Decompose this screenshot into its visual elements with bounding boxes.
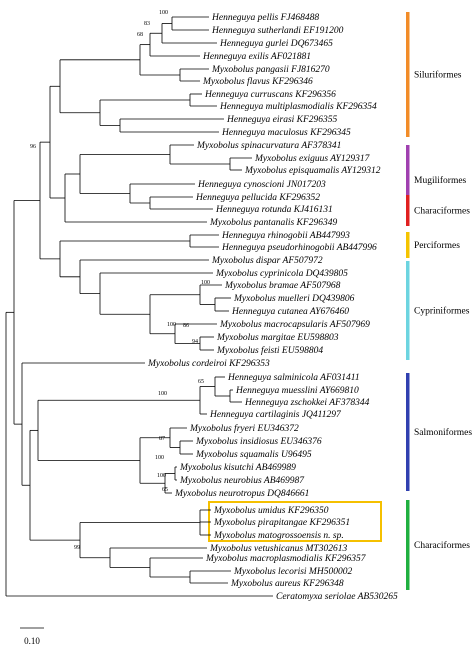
bootstrap-value: 65 (198, 379, 204, 385)
taxon-label: Myxobolus spinacurvatura AF378341 (196, 141, 341, 151)
taxon-label: Myxobolus pantanalis KF296349 (209, 218, 337, 228)
taxon-label: Henneguya exilis AF021881 (202, 52, 311, 62)
taxon-label: Henneguya gurlei DQ673465 (219, 39, 333, 49)
bootstrap-value: 100 (155, 455, 164, 461)
bootstrap-value: 100 (157, 473, 166, 479)
group-label: Perciformes (414, 240, 460, 251)
group-label: Characiformes (414, 540, 470, 551)
bootstrap-value: 65 (162, 487, 168, 493)
taxon-label: Myxobolus lecorisi MH500002 (233, 567, 352, 577)
group-bar (406, 232, 410, 258)
taxon-label: Henneguya maculosus KF296345 (221, 128, 351, 138)
taxon-label: Henneguya rotunda KJ416131 (215, 205, 333, 215)
bootstrap-value: 68 (137, 32, 143, 38)
taxon-label: Myxobolus umidus KF296350 (213, 506, 329, 516)
scale-bar-label: 0.10 (24, 636, 40, 646)
group-bar (406, 12, 410, 137)
taxon-label: Henneguya muesslini AY669810 (235, 386, 359, 396)
taxon-label: Henneguya multiplasmodialis KF296354 (219, 102, 377, 112)
group-bar (406, 500, 410, 590)
bootstrap-value: 100 (201, 280, 210, 286)
group-label: Cypriniformes (414, 306, 470, 317)
taxon-label: Henneguya pellis FJ468488 (211, 13, 319, 23)
group-bar (406, 195, 410, 226)
taxon-label: Myxobolus kisutchi AB469989 (179, 463, 296, 473)
taxon-label: Myxobolus feisti EU598804 (216, 345, 323, 356)
taxon-label: Myxobolus vetushicanus MT302613 (209, 544, 347, 554)
taxon-label: Myxobolus flavus KF296346 (202, 76, 313, 87)
bootstrap-value: 86 (183, 323, 189, 329)
taxon-label: Myxobolus neurotropus DQ846661 (174, 489, 309, 499)
bootstrap-value: 99 (74, 545, 80, 551)
taxon-label: Myxobolus matogrossoensis n. sp. (213, 531, 344, 541)
taxon-label: Myxobolus dispar AF507972 (211, 256, 323, 266)
taxon-label: Myxobolus muelleri DQ439806 (233, 294, 355, 304)
taxon-label: Myxobolus pirapitangae KF296351 (213, 518, 350, 528)
taxon-label: Henneguya rhinogobii AB447993 (221, 231, 350, 241)
group-label: Siluriformes (414, 70, 462, 81)
taxon-label: Henneguya cutanea AY676460 (231, 307, 349, 317)
bootstrap-value: 96 (30, 144, 36, 150)
bootstrap-value: 94 (192, 339, 198, 345)
taxon-label: Myxobolus cyprinicola DQ439805 (215, 269, 348, 279)
taxon-label: Henneguya cynoscioni JN017203 (197, 180, 326, 190)
taxon-label: Henneguya curruscans KF296356 (204, 90, 336, 100)
taxon-label: Henneguya eirasi KF296355 (226, 115, 338, 125)
taxon-label: Henneguya cartilaginis JQ411297 (209, 410, 342, 420)
bootstrap-value: 100 (167, 322, 176, 328)
taxon-label: Myxobolus macroplasmodialis KF296357 (205, 554, 367, 564)
group-bar (406, 261, 410, 360)
taxon-label: Myxobolus fryeri EU346372 (189, 423, 299, 434)
taxon-label: Henneguya zschokkei AF378344 (244, 398, 370, 408)
taxon-label: Myxobolus insidiosus EU346376 (195, 437, 322, 447)
taxon-label: Myxobolus squamalis U96495 (195, 450, 312, 460)
group-label: Characiformes (414, 206, 470, 217)
taxon-label: Henneguya salminicola AF031411 (227, 373, 360, 383)
bootstrap-value: 87 (159, 436, 165, 442)
bootstrap-value: 100 (159, 10, 168, 16)
highlight-box (208, 501, 382, 542)
taxon-label: Myxobolus margitae EU598803 (216, 333, 339, 343)
taxon-label: Henneguya pseudorhinogobii AB447996 (221, 243, 377, 253)
taxon-label: Ceratomyxa seriolae AB530265 (276, 592, 398, 602)
taxon-label: Myxobolus exiguus AY129317 (254, 154, 371, 164)
taxon-label: Henneguya sutherlandi EF191200 (211, 26, 344, 36)
taxon-label: Myxobolus neurobius AB469987 (179, 476, 305, 486)
taxon-label: Myxobolus bramae AF507968 (224, 281, 341, 291)
group-bar (406, 145, 410, 215)
taxon-label: Myxobolus macrocapsularis AF507969 (219, 320, 370, 330)
taxon-label: Myxobolus aureus KF296348 (230, 579, 344, 589)
taxon-label: Myxobolus pangasii FJ816270 (211, 65, 330, 75)
taxon-label: Henneguya pellucida KF296352 (195, 193, 320, 203)
group-bar (406, 373, 410, 491)
bootstrap-value: 100 (158, 391, 167, 397)
taxon-label: Myxobolus episquamalis AY129312 (244, 166, 381, 176)
bootstrap-value: 83 (144, 21, 150, 27)
group-label: Salmoniformes (414, 427, 472, 438)
group-label: Mugiliformes (414, 175, 467, 186)
taxon-label: Myxobolus cordeiroi KF296353 (147, 359, 270, 369)
